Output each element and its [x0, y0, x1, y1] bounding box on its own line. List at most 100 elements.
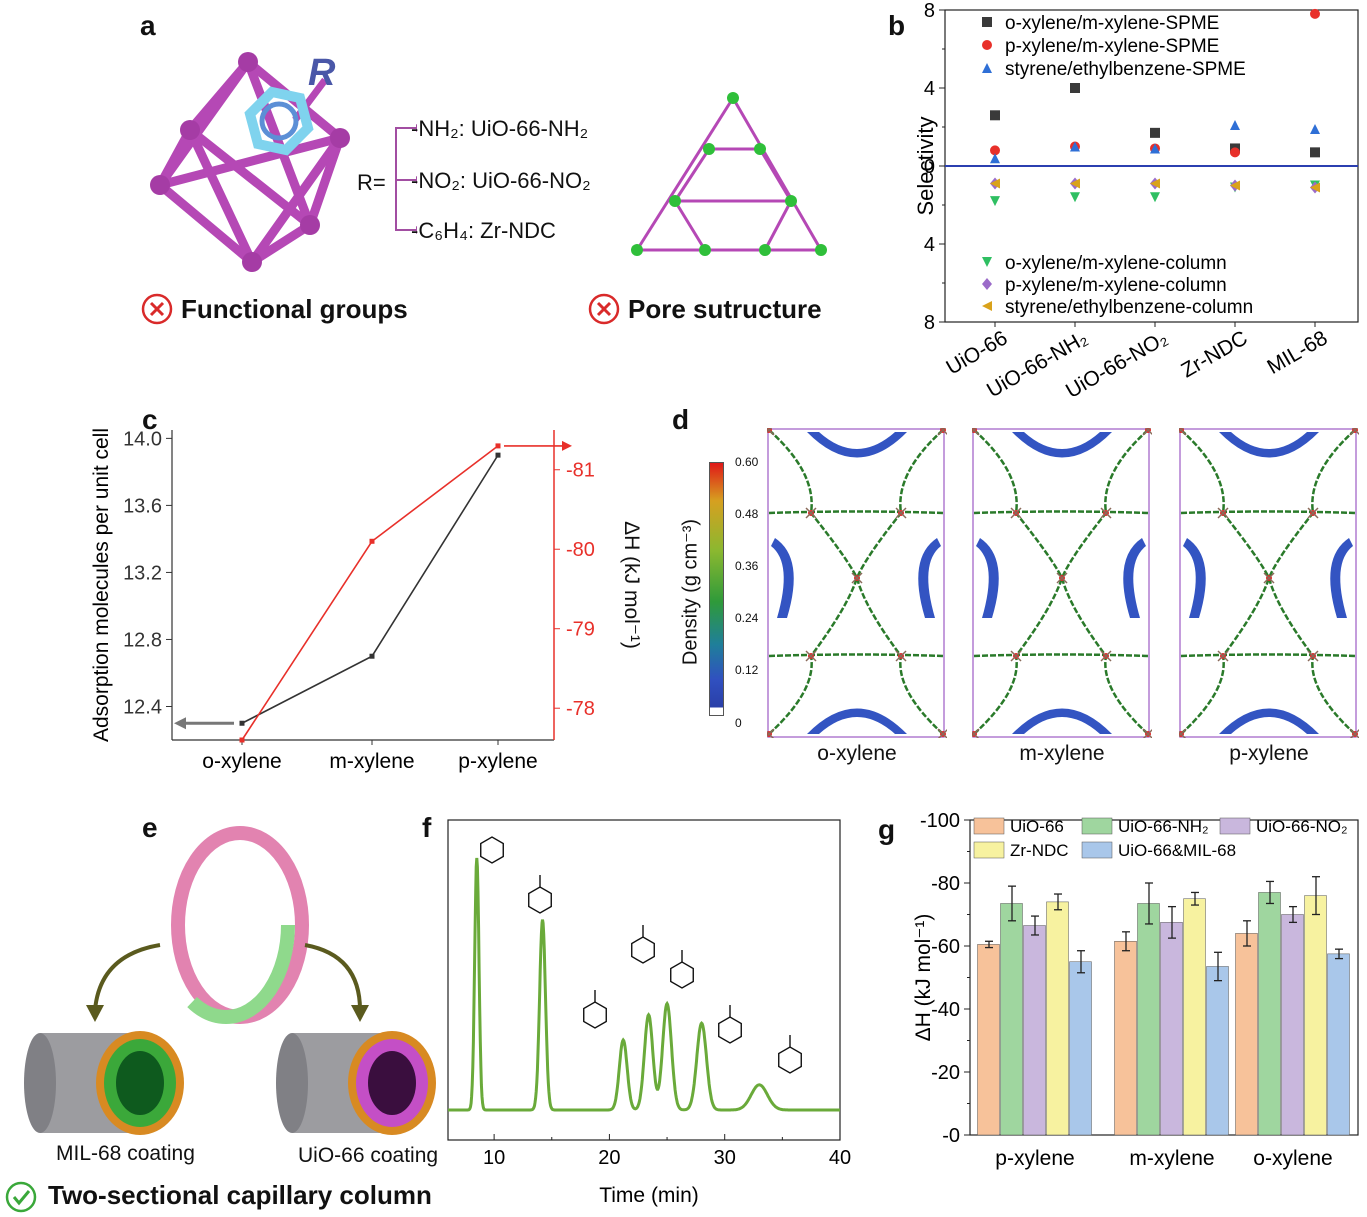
- node-cross: [895, 650, 907, 662]
- node-cross: [1010, 507, 1022, 519]
- benzene-ring: [778, 1046, 802, 1074]
- y-left-tick-label: 12.8: [123, 629, 162, 651]
- benzene-ring: [631, 936, 655, 964]
- y-tick-label: 4: [924, 78, 935, 100]
- node-cross: [1217, 650, 1229, 662]
- molecule-structure-icon: [670, 950, 694, 989]
- density-blob: [1012, 432, 1112, 458]
- node-cross: [1179, 728, 1187, 738]
- x-tick-label: 20: [598, 1147, 620, 1169]
- density-blob: [1183, 538, 1206, 618]
- node-cross: [1307, 650, 1319, 662]
- x-tick-label: 30: [714, 1147, 736, 1169]
- legend-label: o-xylene/m-xylene-SPME: [1005, 13, 1219, 34]
- bar: [1327, 953, 1350, 1136]
- data-point: [495, 443, 501, 449]
- framework-linker: [973, 510, 1149, 515]
- density-blob: [1012, 708, 1112, 734]
- density-map-label: m-xylene: [1019, 742, 1105, 765]
- data-point: [990, 153, 1000, 164]
- functional-groups-caption: Functional groups: [181, 294, 408, 324]
- legend-label: UiO-66: [1010, 817, 1064, 836]
- selectivity-scatter-chart: 84048SelectivityUiO-66UiO-66-NH₂UiO-66-N…: [913, 0, 1359, 403]
- legend-marker: [982, 17, 992, 27]
- density-map-o-xylene: [767, 428, 947, 738]
- y-left-tick-label: 12.4: [123, 696, 162, 718]
- data-point: [239, 720, 245, 726]
- data-point: [1310, 182, 1320, 193]
- y-tick-label: 8: [924, 0, 935, 22]
- data-point: [1150, 143, 1160, 154]
- cross-icon: [141, 293, 173, 325]
- y-left-tick-label: 13.6: [123, 495, 162, 517]
- panel-g-label: g: [878, 814, 896, 845]
- framework-linker: [1180, 510, 1356, 515]
- check-icon: [5, 1181, 37, 1213]
- framework-linker: [1180, 653, 1356, 658]
- data-point: [990, 110, 1000, 121]
- legend-swatch: [1219, 817, 1251, 835]
- bar: [1023, 925, 1046, 1136]
- data-point: [1310, 123, 1320, 134]
- mil68-coating-label: MIL-68 coating: [56, 1142, 195, 1165]
- panel-b-label: b: [888, 10, 906, 41]
- r-group-symbol: R: [308, 52, 336, 94]
- bar: [1114, 941, 1137, 1136]
- y-tick-label: -80: [931, 873, 960, 895]
- r-option-c6h4: -C₆H₄: Zr-NDC: [411, 218, 556, 243]
- node-cross: [937, 428, 947, 436]
- legend-label: p-xylene/m-xylene-column: [1005, 275, 1227, 296]
- legend-marker: [982, 63, 992, 73]
- right-axis-arrowhead: [562, 440, 572, 451]
- legend-swatch: [973, 817, 1005, 835]
- data-point: [1150, 192, 1160, 203]
- x-axis-label: Time (min): [599, 1184, 699, 1207]
- data-point: [1310, 147, 1320, 158]
- bar: [1137, 903, 1160, 1136]
- x-tick-label: o-xylene: [1253, 1147, 1332, 1170]
- uio66-tube: [276, 1031, 436, 1135]
- data-point: [1070, 192, 1080, 203]
- y-left-tick-label: 14.0: [123, 428, 162, 450]
- density-map-label: o-xylene: [817, 742, 897, 765]
- data-point: [369, 538, 375, 544]
- colorbar-title: Density (g cm⁻³): [679, 518, 702, 666]
- capillary-column-illustration: [24, 826, 436, 1135]
- data-point: [990, 178, 1000, 189]
- node-cross: [895, 507, 907, 519]
- node-cross: [1349, 428, 1359, 436]
- node-cross: [1142, 428, 1152, 436]
- y-tick-label: 8: [924, 312, 935, 334]
- x-tick-label: m-xylene: [329, 750, 414, 773]
- r-option-nh2: -NH₂: UiO-66-NH₂: [411, 116, 589, 141]
- colorbar-tick: 0.24: [735, 611, 759, 625]
- density-map-p-xylene: [1179, 428, 1359, 738]
- colorbar-tick: 0.36: [735, 559, 759, 573]
- bar: [1183, 898, 1206, 1136]
- data-point: [1070, 178, 1080, 189]
- y-tick-label: -60: [931, 936, 960, 958]
- data-point: [990, 145, 1000, 156]
- y-right-tick-label: -79: [566, 619, 595, 641]
- legend-label: UiO-66&MIL-68: [1118, 841, 1236, 860]
- chromatogram-trace: [448, 857, 840, 1112]
- node-cross: [767, 428, 773, 434]
- node-cross: [1263, 572, 1275, 584]
- data-point: [1310, 8, 1320, 19]
- chromatogram-chart: 10 20 30 40 Time (min): [447, 819, 851, 1207]
- data-point: [1070, 83, 1080, 93]
- series-line: [241, 445, 499, 741]
- density-map-m-xylene: [972, 428, 1152, 738]
- node-cross: [805, 650, 817, 662]
- legend-swatch: [1081, 841, 1113, 859]
- r-group-bracket: [395, 124, 417, 234]
- y-tick-label: -40: [931, 999, 960, 1021]
- legend-label: styrene/ethylbenzene-SPME: [1005, 59, 1246, 80]
- left-axis-arrowhead: [174, 717, 186, 730]
- x-tick-label: o-xylene: [202, 750, 281, 773]
- framework-linker: [973, 653, 1149, 658]
- molecule-structure-icon: [583, 990, 607, 1029]
- legend-label: UiO-66-NO₂: [1256, 817, 1348, 836]
- data-point: [1230, 147, 1240, 158]
- legend-label: o-xylene/m-xylene-column: [1005, 253, 1227, 274]
